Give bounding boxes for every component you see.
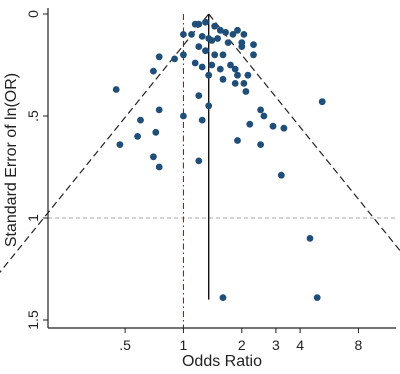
study-point — [155, 53, 163, 61]
study-point — [152, 128, 160, 136]
study-point — [214, 35, 222, 42]
study-point — [229, 31, 237, 38]
study-point — [231, 65, 239, 73]
study-point — [171, 55, 179, 63]
study-point — [202, 47, 209, 55]
study-point — [150, 153, 157, 161]
study-point — [231, 80, 239, 87]
y-ticks: 0 .5 1 1.5 — [25, 10, 48, 330]
study-point — [137, 116, 144, 124]
y-axis: 0 .5 1 1.5 Standard Error of ln(OR) — [3, 8, 49, 330]
funnel-right-limit — [208, 13, 400, 252]
study-point — [116, 141, 124, 149]
study-point — [205, 71, 213, 79]
study-point — [277, 171, 285, 179]
study-point — [195, 20, 203, 28]
y-axis-title: Standard Error of ln(OR) — [3, 73, 20, 247]
x-tick-label: 1 — [180, 337, 188, 353]
x-tick-label: 4 — [296, 337, 304, 353]
study-point — [205, 102, 213, 110]
study-point — [150, 67, 157, 75]
plot-frame — [48, 6, 396, 328]
study-point — [257, 106, 264, 114]
study-point — [234, 26, 241, 34]
study-point — [208, 61, 216, 69]
study-point — [244, 71, 252, 79]
study-point — [180, 31, 187, 38]
study-point — [240, 31, 248, 38]
study-point — [211, 51, 219, 59]
study-point — [195, 157, 203, 165]
study-point — [318, 98, 326, 106]
x-tick-label: .5 — [119, 337, 131, 353]
study-point — [198, 33, 206, 40]
study-point — [112, 86, 120, 93]
y-tick-label: 0 — [25, 10, 41, 18]
study-point — [216, 65, 224, 73]
study-point — [269, 122, 277, 130]
study-point — [234, 71, 241, 79]
data-points — [112, 18, 326, 301]
y-tick-label: 1.5 — [25, 310, 41, 330]
study-point — [222, 29, 230, 36]
study-point — [240, 80, 248, 87]
y-tick-label: 1 — [25, 214, 41, 222]
study-point — [227, 61, 234, 69]
x-tick-label: 2 — [238, 337, 246, 353]
study-point — [238, 43, 246, 50]
x-axis: .5 1 2 3 4 8 Odds Ratio — [48, 327, 396, 370]
study-point — [208, 37, 216, 44]
study-point — [191, 59, 199, 67]
study-point — [188, 31, 195, 38]
study-point — [224, 39, 232, 46]
funnel-left-limit — [0, 13, 210, 274]
study-point — [260, 112, 268, 120]
study-point — [257, 141, 264, 149]
study-point — [180, 112, 187, 120]
study-point — [246, 120, 254, 128]
study-point — [202, 18, 209, 26]
study-point — [242, 88, 250, 95]
study-point — [195, 43, 203, 50]
study-point — [211, 22, 219, 30]
x-tick-label: 3 — [272, 337, 280, 353]
plot-area — [0, 6, 400, 328]
study-point — [219, 294, 227, 301]
study-point — [198, 116, 206, 124]
study-point — [180, 51, 187, 59]
study-point — [306, 235, 314, 242]
study-point — [250, 41, 257, 48]
study-point — [250, 51, 257, 59]
x-tick-label: 8 — [355, 337, 363, 353]
study-point — [155, 106, 163, 114]
study-point — [234, 137, 241, 144]
study-point — [219, 51, 227, 59]
study-point — [313, 294, 321, 301]
study-point — [155, 163, 163, 171]
x-ticks: .5 1 2 3 4 8 — [119, 328, 363, 353]
x-axis-title: Odds Ratio — [182, 353, 262, 370]
study-point — [134, 133, 142, 140]
y-tick-label: .5 — [25, 110, 41, 122]
reference-lines — [0, 13, 400, 328]
study-point — [219, 75, 227, 83]
study-point — [216, 26, 224, 34]
study-point — [280, 124, 288, 132]
study-point — [195, 92, 203, 99]
study-point — [198, 63, 206, 71]
